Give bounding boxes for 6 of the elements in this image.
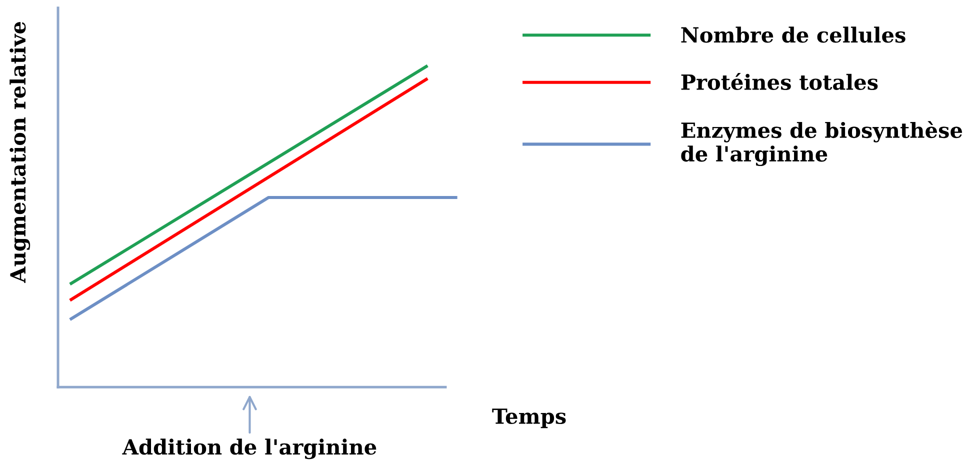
text: Enzymes de biosynthèse de l'arginine xyxy=(681,121,962,166)
text: Nombre de cellules xyxy=(681,26,906,43)
y-axis-title: Augmentation relative xyxy=(10,22,30,284)
x-axis-title: Temps xyxy=(492,408,566,428)
text: Addition de l'arginine xyxy=(122,438,376,460)
text: Protéines totales xyxy=(681,73,878,90)
